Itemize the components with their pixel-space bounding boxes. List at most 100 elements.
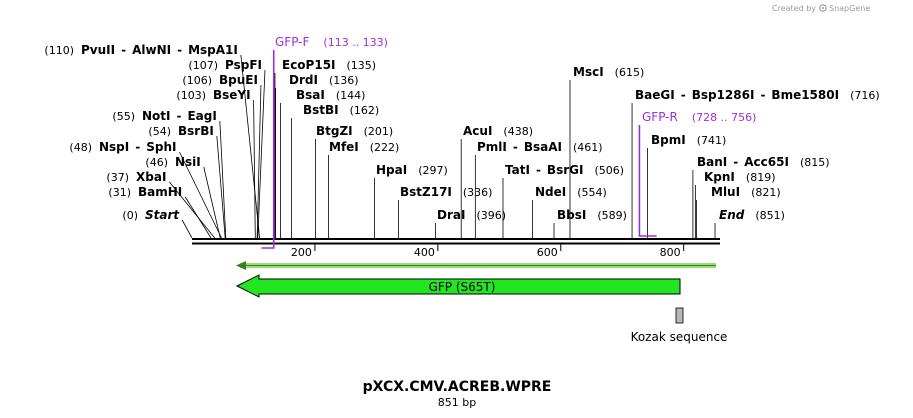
enzyme-name-msci: MscI <box>573 65 604 79</box>
enzyme-position: (110) <box>44 44 74 57</box>
enzyme-position: (396) <box>476 209 506 222</box>
enzyme-position: (815) <box>800 156 830 169</box>
enzyme-position: (461) <box>573 141 603 154</box>
enzyme-name-pvuii: PvuII <box>81 43 115 57</box>
enzyme-site-noti[interactable]: (55) NotI - EagI <box>112 109 216 123</box>
enzyme-site-drai[interactable]: DraI (396) <box>437 208 506 222</box>
enzyme-name-drai: DraI <box>437 208 465 222</box>
enzyme-position: (144) <box>336 89 366 102</box>
enzyme-site-start[interactable]: (0) Start <box>122 208 180 222</box>
enzyme-name-nspi: NspI <box>99 140 129 154</box>
enzyme-site-mlui[interactable]: MluI (821) <box>711 185 781 199</box>
ruler-label: 200 <box>291 246 312 259</box>
enzyme-position: (46) <box>145 156 168 169</box>
ruler-label: 400 <box>414 246 435 259</box>
enzyme-site-hpai[interactable]: HpaI (297) <box>376 163 448 177</box>
enzyme-site-nsii[interactable]: (46) NsiI <box>145 155 200 169</box>
enzyme-site-pvuii[interactable]: (110) PvuII - AlwNI - MspA1I <box>44 43 237 57</box>
enzyme-name-bstz17i: BstZ17I <box>400 185 452 199</box>
enzyme-site-msci[interactable]: MscI (615) <box>573 65 644 79</box>
ruler-label: 800 <box>660 246 681 259</box>
enzyme-leader <box>179 151 222 239</box>
feature-kozak[interactable]: Kozak sequence <box>631 307 728 344</box>
enzyme-site-bpuei[interactable]: (106) BpuEI <box>182 73 258 87</box>
enzyme-site-nspi[interactable]: (48) NspI - SphI <box>69 140 176 154</box>
primers: GFP-F (113 .. 133) GFP-R (728 .. 756) <box>261 35 757 249</box>
enzyme-separator: - <box>121 43 126 57</box>
enzyme-site-bstbi[interactable]: BstBI (162) <box>303 103 379 117</box>
enzyme-name-mspa1i: MspA1I <box>188 43 238 57</box>
enzyme-name-bpmi: BpmI <box>651 133 686 147</box>
enzyme-name-start: Start <box>145 208 180 222</box>
enzyme-leader <box>256 84 262 239</box>
enzyme-site-tati[interactable]: TatI - BsrGI (506) <box>505 163 624 177</box>
strand-direction-arrow <box>236 261 716 270</box>
enzyme-site-bbsi[interactable]: BbsI (589) <box>557 208 627 222</box>
enzyme-site-drdi[interactable]: DrdI (136) <box>289 73 359 87</box>
enzyme-position: (819) <box>746 171 776 184</box>
enzyme-site-btgzi[interactable]: BtgZI (201) <box>316 124 393 138</box>
enzyme-leader <box>216 135 226 239</box>
enzyme-name-pspfi: PspFI <box>225 58 262 72</box>
enzyme-name-bsrbi: BsrBI <box>178 124 214 138</box>
enzyme-name-ndei: NdeI <box>535 185 566 199</box>
primer-gfp-r[interactable]: GFP-R (728 .. 756) <box>638 110 757 237</box>
enzyme-site-kpni[interactable]: KpnI (819) <box>704 170 776 184</box>
enzyme-site-end[interactable]: End (851) <box>719 208 785 222</box>
enzyme-name-bseyi: BseYI <box>213 88 251 102</box>
feature-gfp-label: GFP (S65T) <box>429 280 496 294</box>
enzyme-separator: - <box>135 140 140 154</box>
enzyme-position: (106) <box>182 74 212 87</box>
enzyme-position: (716) <box>850 89 880 102</box>
enzyme-position: (589) <box>597 209 627 222</box>
enzyme-site-bani[interactable]: BanI - Acc65I (815) <box>697 155 830 169</box>
feature-kozak-label: Kozak sequence <box>631 330 728 344</box>
enzyme-leader <box>240 54 261 239</box>
enzyme-leader <box>184 196 212 239</box>
enzyme-site-bsrbi[interactable]: (54) BsrBI <box>148 124 213 138</box>
enzyme-site-xbai[interactable]: (37) XbaI <box>106 170 166 184</box>
enzyme-name-acui: AcuI <box>463 124 492 138</box>
enzyme-leader <box>219 120 227 239</box>
primer-name: GFP-R <box>642 110 678 124</box>
primer-range: (728 .. 756) <box>692 111 757 124</box>
enzyme-site-bpmi[interactable]: BpmI (741) <box>651 133 726 147</box>
feature-gfp[interactable]: GFP (S65T) <box>235 274 681 298</box>
enzyme-name-bpuei: BpuEI <box>219 73 258 87</box>
enzyme-name-bstbi: BstBI <box>303 103 339 117</box>
enzyme-name-bamhi: BamHI <box>138 185 182 199</box>
enzyme-name-drdi: DrdI <box>289 73 318 87</box>
enzyme-leader <box>169 181 216 239</box>
enzyme-name-acc65i: Acc65I <box>744 155 789 169</box>
enzyme-site-ecop15i[interactable]: EcoP15I (135) <box>282 58 376 72</box>
enzyme-site-pmli[interactable]: PmlI - BsaAI (461) <box>477 140 603 154</box>
enzyme-name-hpai: HpaI <box>376 163 407 177</box>
enzyme-name-btgzi: BtgZI <box>316 124 353 138</box>
enzyme-leader <box>203 166 221 239</box>
credit-brand: SnapGene <box>829 4 870 13</box>
enzyme-site-bstz17i[interactable]: BstZ17I (336) <box>400 185 492 199</box>
enzyme-site-bseyi[interactable]: (103) BseYI <box>176 88 250 102</box>
enzyme-name-alwni: AlwNI <box>132 43 171 57</box>
enzyme-site-bamhi[interactable]: (31) BamHI <box>108 185 182 199</box>
enzyme-position: (37) <box>106 171 129 184</box>
enzyme-position: (297) <box>418 164 448 177</box>
enzyme-name-bsrgi: BsrGI <box>547 163 584 177</box>
enzyme-name-mlui: MluI <box>711 185 740 199</box>
enzyme-name-tati: TatI <box>505 163 530 177</box>
enzyme-position: (103) <box>176 89 206 102</box>
primer-gfp-f[interactable]: GFP-F (113 .. 133) <box>261 35 388 249</box>
enzyme-site-ndei[interactable]: NdeI (554) <box>535 185 607 199</box>
enzyme-position: (0) <box>122 209 138 222</box>
primer-range: (113 .. 133) <box>323 36 388 49</box>
enzyme-position: (615) <box>615 66 645 79</box>
enzyme-name-pmli: PmlI <box>477 140 507 154</box>
enzyme-position: (162) <box>350 104 380 117</box>
enzyme-site-baegi[interactable]: BaeGI - Bsp1286I - Bme1580I (716) <box>635 88 880 102</box>
enzyme-site-bsai[interactable]: BsaI (144) <box>296 88 365 102</box>
enzyme-name-nsii: NsiI <box>175 155 201 169</box>
enzyme-site-mfei[interactable]: MfeI (222) <box>329 140 399 154</box>
enzyme-site-pspfi[interactable]: (107) PspFI <box>188 58 262 72</box>
enzyme-site-acui[interactable]: AcuI (438) <box>463 124 533 138</box>
